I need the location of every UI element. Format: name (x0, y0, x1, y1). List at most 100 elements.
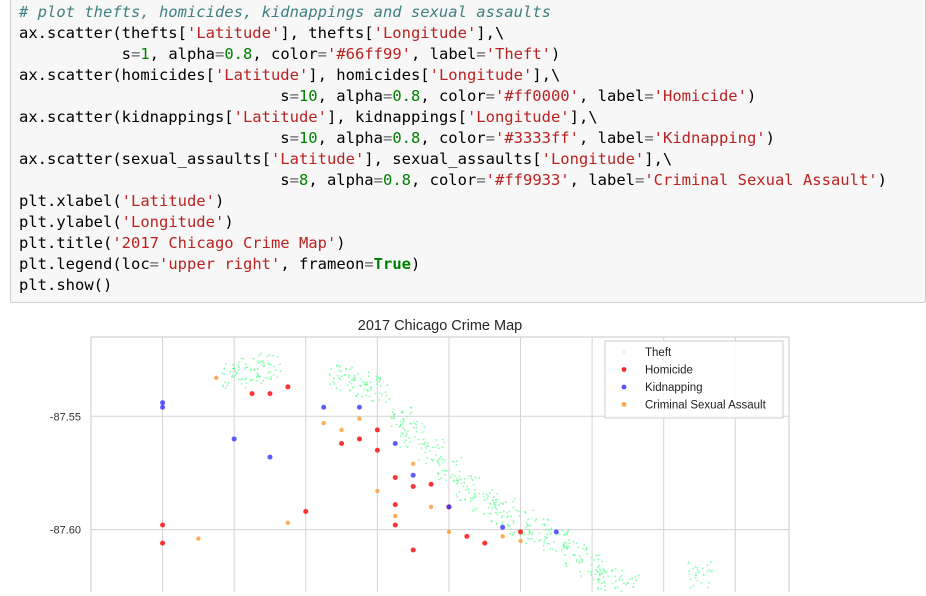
theft-point (275, 369, 277, 371)
theft-point (408, 437, 410, 439)
theft-point (361, 396, 363, 398)
theft-point (518, 511, 520, 513)
theft-point (603, 568, 605, 570)
theft-point (634, 576, 636, 578)
theft-point (391, 418, 393, 420)
theft-point (573, 554, 575, 556)
theft-point (555, 550, 557, 552)
theft-point (562, 543, 564, 545)
code-token: 1 (140, 45, 149, 63)
criminal-sexual-assault-point (357, 416, 361, 420)
theft-point (525, 527, 527, 529)
theft-point (347, 384, 349, 386)
homicide-point (375, 448, 380, 453)
theft-point (633, 586, 635, 588)
theft-point (446, 470, 448, 472)
code-token: plt.legend(loc (19, 255, 150, 273)
theft-point (370, 382, 372, 384)
theft-point (406, 433, 408, 435)
theft-point (338, 370, 340, 372)
theft-point (606, 571, 608, 573)
theft-point (531, 538, 533, 540)
theft-point (413, 422, 415, 424)
theft-point (238, 378, 240, 380)
code-token: 'Longitude' (467, 108, 570, 126)
theft-point (525, 542, 527, 544)
theft-point (598, 581, 600, 583)
code-token: 8 (299, 171, 308, 189)
theft-point (423, 443, 425, 445)
theft-point (354, 375, 356, 377)
code-token: '2017 Chicago Crime Map' (112, 234, 336, 252)
theft-point (222, 372, 224, 374)
code-token: 'Latitude' (187, 24, 280, 42)
theft-point (619, 577, 621, 579)
theft-point (468, 492, 470, 494)
theft-point (247, 366, 249, 368)
theft-point (261, 360, 263, 362)
code-token: 'Latitude' (122, 192, 215, 210)
theft-point (224, 367, 226, 369)
theft-point (439, 464, 441, 466)
theft-point (340, 378, 342, 380)
theft-point (519, 515, 521, 517)
theft-point (464, 499, 466, 501)
code-token: = (644, 129, 653, 147)
theft-point (573, 541, 575, 543)
theft-point (435, 439, 437, 441)
theft-point (400, 421, 402, 423)
code-token: 'Homicide' (654, 87, 747, 105)
code-editor[interactable]: # plot thefts, homicides, kidnappings an… (19, 2, 887, 296)
theft-point (400, 435, 402, 437)
theft-point (523, 533, 525, 535)
theft-point (366, 381, 368, 383)
kidnapping-point (411, 473, 416, 478)
theft-point (579, 571, 581, 573)
theft-point (496, 499, 498, 501)
code-token: = (290, 129, 299, 147)
code-token: 'Theft' (486, 45, 551, 63)
code-token: s (19, 45, 131, 63)
theft-point (526, 522, 528, 524)
theft-point (348, 374, 350, 376)
theft-point (329, 374, 331, 376)
theft-point (404, 441, 406, 443)
theft-point (472, 510, 474, 512)
code-line: ax.scatter(homicides['Latitude'], homici… (19, 66, 560, 84)
theft-point (524, 511, 526, 513)
theft-point (259, 376, 261, 378)
code-token: , label (579, 129, 644, 147)
theft-point (423, 438, 425, 440)
theft-point (707, 587, 709, 589)
theft-point (544, 536, 546, 538)
theft-point (563, 542, 565, 544)
theft-point (690, 578, 692, 580)
theft-point (337, 375, 339, 377)
theft-point (429, 450, 431, 452)
theft-point (513, 507, 515, 509)
criminal-sexual-assault-point (196, 536, 200, 540)
theft-point (272, 355, 274, 357)
code-token: True (374, 255, 411, 273)
theft-point (486, 497, 488, 499)
theft-point (567, 547, 569, 549)
theft-point (405, 435, 407, 437)
code-line: s=10, alpha=0.8, color='#3333ff', label=… (19, 129, 775, 147)
theft-point (546, 537, 548, 539)
theft-point (427, 443, 429, 445)
theft-point (361, 381, 363, 383)
theft-point (512, 534, 514, 536)
theft-point (599, 575, 601, 577)
theft-point (494, 506, 496, 508)
homicide-point (160, 523, 165, 528)
theft-point (528, 529, 530, 531)
theft-point (444, 474, 446, 476)
theft-point (237, 364, 239, 366)
theft-point (444, 459, 446, 461)
theft-point (702, 567, 704, 569)
theft-point (435, 446, 437, 448)
theft-point (692, 585, 694, 587)
theft-point (598, 559, 600, 561)
theft-point (615, 568, 617, 570)
code-cell[interactable]: # plot thefts, homicides, kidnappings an… (10, 0, 926, 303)
